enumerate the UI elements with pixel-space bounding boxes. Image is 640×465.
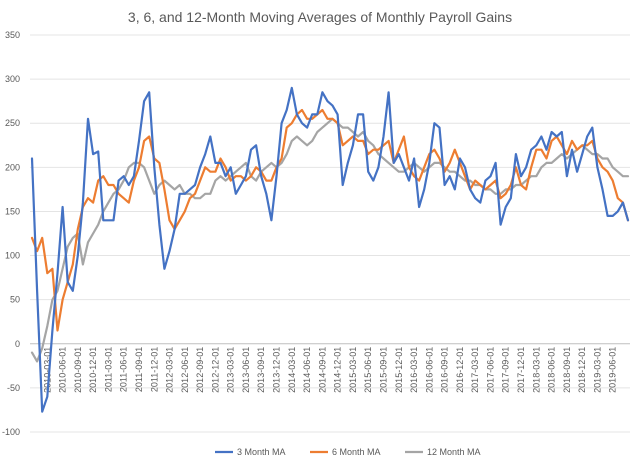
- x-tick-label: 2016-03-01: [409, 347, 419, 393]
- legend-label: 6 Month MA: [332, 447, 381, 457]
- x-tick-label: 2017-09-01: [501, 347, 511, 393]
- x-tick-label: 2010-12-01: [88, 347, 98, 393]
- x-tick-label: 2014-09-01: [317, 347, 327, 393]
- y-axis-ticks: -100 -50 0 50 100 150 200 250 300 350: [2, 30, 20, 437]
- x-tick-label: 2014-12-01: [333, 347, 343, 393]
- series-line-3-month-ma: [30, 86, 630, 413]
- y-tick-label: 0: [15, 339, 20, 349]
- x-tick-label: 2018-06-01: [547, 347, 557, 393]
- y-tick-label: 200: [5, 162, 20, 172]
- x-tick-label: 2016-09-01: [440, 347, 450, 393]
- x-tick-label: 2018-09-01: [562, 347, 572, 393]
- y-tick-label: 300: [5, 74, 20, 84]
- x-tick-label: 2016-06-01: [424, 347, 434, 393]
- y-tick-label: 150: [5, 206, 20, 216]
- x-tick-label: 2017-12-01: [516, 347, 526, 393]
- legend: 3 Month MA 6 Month MA 12 Month MA: [215, 447, 481, 457]
- x-tick-label: 2012-12-01: [210, 347, 220, 393]
- y-tick-label: 50: [10, 295, 20, 305]
- x-tick-label: 2010-09-01: [73, 347, 83, 393]
- x-tick-label: 2012-09-01: [195, 347, 205, 393]
- legend-label: 3 Month MA: [237, 447, 286, 457]
- y-tick-label: -50: [7, 383, 20, 393]
- x-tick-label: 2017-06-01: [485, 347, 495, 393]
- x-tick-label: 2014-06-01: [302, 347, 312, 393]
- x-axis-ticks: 2010-03-01 2010-06-01 2010-09-01 2010-12-01…: [42, 347, 617, 393]
- x-tick-label: 2016-12-01: [455, 347, 465, 393]
- x-tick-label: 2013-06-01: [241, 347, 251, 393]
- legend-label: 12 Month MA: [427, 447, 481, 457]
- x-tick-label: 2012-06-01: [180, 347, 190, 393]
- x-tick-label: 2015-06-01: [363, 347, 373, 393]
- x-tick-label: 2010-03-01: [42, 347, 52, 393]
- x-tick-label: 2018-12-01: [577, 347, 587, 393]
- series-lines: [30, 86, 630, 413]
- x-tick-label: 2013-12-01: [272, 347, 282, 393]
- y-tick-label: 100: [5, 251, 20, 261]
- x-tick-label: 2011-06-01: [119, 347, 129, 392]
- x-tick-label: 2018-03-01: [531, 347, 541, 393]
- x-tick-label: 2015-03-01: [348, 347, 358, 393]
- x-tick-label: 2011-12-01: [149, 347, 159, 392]
- y-tick-label: 350: [5, 30, 20, 40]
- x-tick-label: 2013-03-01: [226, 347, 236, 393]
- x-tick-label: 2013-09-01: [256, 347, 266, 393]
- y-tick-label: -100: [2, 427, 20, 437]
- chart-title: 3, 6, and 12-Month Moving Averages of Mo…: [128, 9, 512, 25]
- x-tick-label: 2019-06-01: [608, 347, 618, 393]
- series-line-6-month-ma: [30, 108, 630, 332]
- x-tick-label: 2015-12-01: [394, 347, 404, 393]
- x-tick-label: 2010-06-01: [58, 347, 68, 393]
- x-tick-label: 2019-03-01: [592, 347, 602, 393]
- x-tick-label: 2011-09-01: [134, 347, 144, 392]
- y-tick-label: 250: [5, 118, 20, 128]
- x-tick-label: 2011-03-01: [103, 347, 113, 392]
- series-line-12-month-ma: [30, 117, 630, 363]
- x-tick-label: 2017-03-01: [470, 347, 480, 393]
- x-tick-label: 2015-09-01: [378, 347, 388, 393]
- x-tick-label: 2014-03-01: [287, 347, 297, 393]
- x-tick-label: 2012-03-01: [165, 347, 175, 393]
